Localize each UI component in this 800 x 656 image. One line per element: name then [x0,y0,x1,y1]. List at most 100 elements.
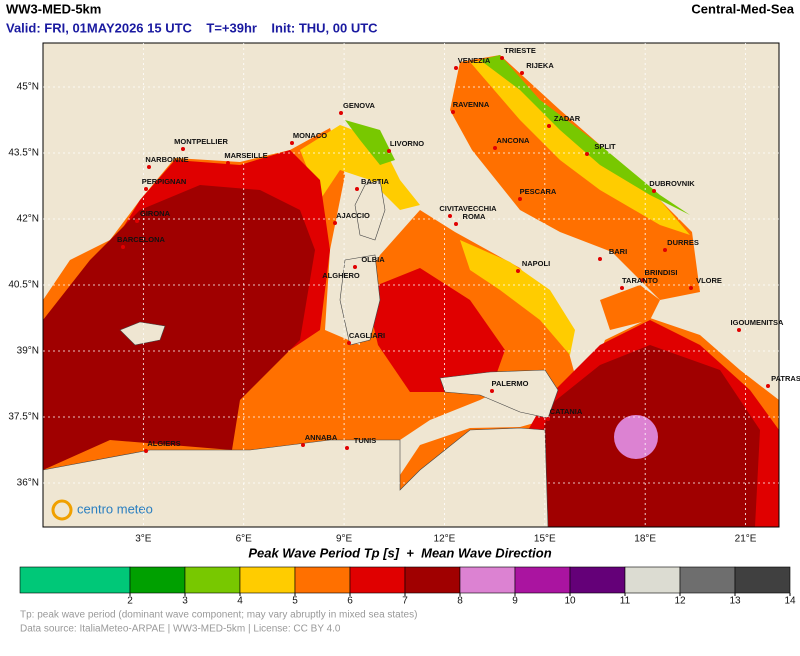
x-tick-label: 18°E [634,534,656,545]
y-tick-label: 42°N [17,214,39,225]
colorbar-tick-label: 9 [512,596,518,607]
city-dot [454,222,458,226]
x-tick-label: 21°E [735,534,757,545]
city-dot [301,443,305,447]
y-tick-label: 36°N [17,478,39,489]
sea [480,55,690,215]
x-tick-label: 6°E [236,534,253,545]
colorbar-tick-label: 12 [674,596,686,607]
city-label: TARANTO [622,276,658,285]
city-label: RAVENNA [453,100,490,109]
city-label: CIVITAVECCHIA [439,204,497,213]
city-dot [547,124,551,128]
city-dot [689,286,693,290]
city-label: SPLIT [594,142,616,151]
city-label: DURRES [667,238,699,247]
colorbar-segment [514,566,571,594]
city-label: ALGHERO [322,271,360,280]
city-dot [490,389,494,393]
city-label: PESCARA [520,187,557,196]
colorbar-tick-label: 11 [620,596,631,607]
city-label: TRIESTE [504,46,536,55]
city-dot [333,221,337,225]
colorbar-segment [349,566,406,594]
x-tick-label: 3°E [135,534,152,545]
y-tick-label: 43.5°N [8,148,39,159]
city-label: GIRONA [140,209,171,218]
y-tick-label: 40.5°N [8,280,39,291]
logo: centro meteo [77,501,153,516]
city-dot [147,165,151,169]
colorbar-segment [679,566,736,594]
city-label: VLORE [696,276,722,285]
city-dot [321,281,325,285]
title: WW3-MED-5km [6,1,101,16]
city-dot [652,189,656,193]
city-dot [500,56,504,60]
colorbar-tick-label: 10 [564,596,576,607]
city-dot [345,446,349,450]
city-label: BASTIA [361,177,390,186]
colorbar-segment [404,566,461,594]
city-label: BRINDISI [645,268,678,277]
x-tick-label: 15°E [534,534,556,545]
sea [345,120,395,165]
city-label: NARBONNE [145,155,188,164]
city-label: CATANIA [550,407,583,416]
city-label: TUNIS [354,436,377,445]
city-label: BARI [609,247,627,256]
colorbar-segment [184,566,241,594]
city-dot [454,66,458,70]
sea [300,125,420,210]
city-dot [546,417,550,421]
colorbar-segment [624,566,681,594]
city-dot [353,265,357,269]
colorbar-tick-label: 8 [457,596,463,607]
colorbar-segment [569,566,626,594]
city-label: ANNABA [305,433,338,442]
map: centro meteo [42,42,780,528]
x-tick-label: 9°E [336,534,353,545]
island [354,179,386,241]
city-dot [448,214,452,218]
city-dot [387,149,391,153]
city-label: CAGLIARI [349,331,385,340]
city-dot [339,111,343,115]
note: Tp: peak wave period (dominant wave comp… [20,610,417,621]
land [43,427,549,527]
sea [365,268,505,392]
city-dot [493,146,497,150]
y-tick-label: 37.5°N [8,412,39,423]
sea [43,185,315,470]
city-label: RIJEKA [526,61,554,70]
y-tick-label: 39°N [17,346,39,357]
city-dot [766,384,770,388]
colorbar-tick-label: 7 [402,596,408,607]
colorbar-tick-label: 6 [347,596,353,607]
city-label: VENEZIA [458,56,491,65]
city-dot [516,269,520,273]
colorbar-tick-label: 13 [729,596,741,607]
city-label: DUBROVNIK [649,179,695,188]
region: Central-Med-Sea [691,1,794,16]
city-label: MARSEILLE [224,151,267,160]
city-dot [518,197,522,201]
city-dot [135,219,139,223]
city-dot [226,161,230,165]
colorbar-segment [19,566,131,594]
city-dot [347,341,351,345]
city-dot [620,286,624,290]
city-dot [585,152,589,156]
note: Data source: ItaliaMeteo-ARPAE | WW3-MED… [20,624,341,635]
colorbar-tick-label: 2 [127,596,133,607]
city-label: ZADAR [554,114,581,123]
city-dot [598,257,602,261]
city-dot [355,187,359,191]
city-label: IGOUMENITSA [731,318,785,327]
colorbar-segment [734,566,791,594]
colorbar-tick-label: 4 [237,596,243,607]
colorbar-segment [459,566,516,594]
city-label: MONACO [293,131,327,140]
